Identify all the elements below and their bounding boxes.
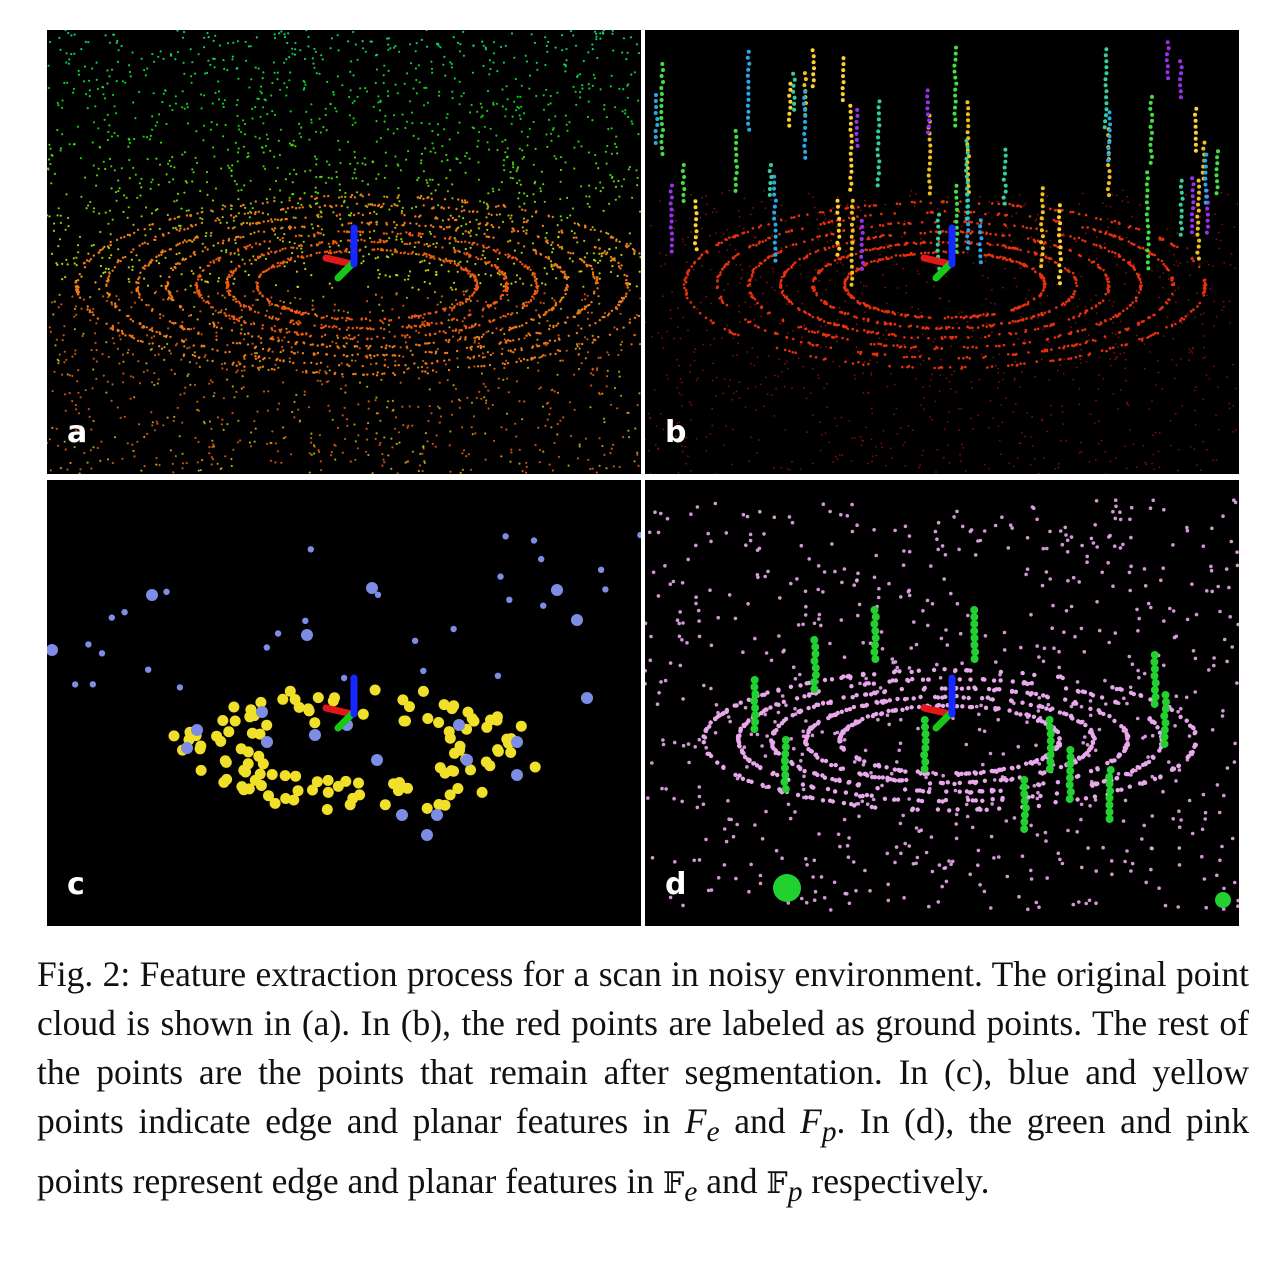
panel-label-d: d (665, 867, 687, 902)
caption-part1: Feature extraction process for a scan in… (37, 954, 1249, 1141)
point-cloud-d (645, 498, 1239, 912)
panel-d-feature-sets: d (645, 480, 1239, 926)
point-cloud-a (47, 30, 641, 474)
panel-label-a: a (67, 415, 88, 450)
point-cloud-c (47, 531, 641, 841)
caption-part3: respectively. (802, 1161, 990, 1202)
figure-caption: Fig. 2: Feature extraction process for a… (37, 954, 1249, 1209)
symbol-fe: Fe (684, 1101, 720, 1149)
point-cloud-b (645, 40, 1239, 474)
symbol-fp: Fp (800, 1101, 837, 1149)
symbol-bb-fp: 𝔽p (766, 1166, 803, 1209)
panel-label-c: c (67, 867, 85, 902)
panel-b-ground-segmentation: b (645, 30, 1239, 474)
caption-part2: . In (d), the green and pink points repr… (37, 1101, 1249, 1202)
caption-fig-label: Fig. 2: (37, 954, 131, 994)
panel-a-original-point-cloud: a (47, 30, 641, 474)
figure: a b c d (47, 30, 1239, 926)
panel-c-edge-planar-features: c (47, 480, 641, 926)
symbol-bb-fe: 𝔽e (662, 1166, 698, 1209)
panel-label-b: b (665, 415, 687, 450)
